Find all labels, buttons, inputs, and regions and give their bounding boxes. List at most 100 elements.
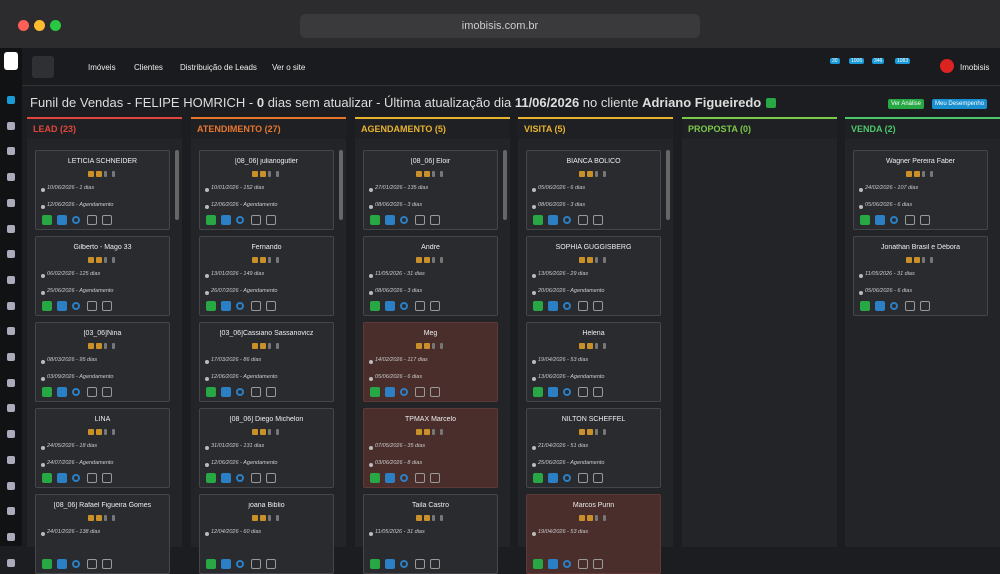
lead-card[interactable]: SOPHIA GUGGISBERG 13/05/2026 - 29 dias 20/… bbox=[526, 236, 661, 316]
sidebar-icon[interactable] bbox=[7, 558, 15, 567]
action-button[interactable] bbox=[72, 560, 80, 568]
nav-badge[interactable]: 1006 bbox=[849, 58, 865, 64]
lead-card[interactable]: Meg 14/02/2026 - 117 dias 05/06/2026 - 6 d… bbox=[363, 322, 498, 402]
sidebar-icon[interactable] bbox=[7, 147, 15, 156]
lead-card[interactable]: TPMAX Marcelo 07/05/2026 - 35 dias 03/06/2… bbox=[363, 408, 498, 488]
lead-card[interactable]: BIANCA BOLICO 05/06/2026 - 6 dias 08/06/20… bbox=[526, 150, 661, 230]
action-button[interactable] bbox=[385, 473, 395, 483]
lead-card[interactable]: NILTON SCHEFFEL 21/04/2026 - 51 dias 25/06… bbox=[526, 408, 661, 488]
action-button[interactable] bbox=[430, 301, 440, 311]
close[interactable] bbox=[18, 20, 29, 31]
action-button[interactable] bbox=[206, 559, 216, 569]
action-button[interactable] bbox=[266, 301, 276, 311]
action-button[interactable] bbox=[400, 388, 408, 396]
lead-card[interactable]: Gilberto - Mago 33 06/02/2026 - 125 dias 2… bbox=[35, 236, 170, 316]
action-button[interactable] bbox=[42, 301, 52, 311]
nav-item[interactable]: Distribuição de Leads bbox=[180, 63, 257, 72]
minimize[interactable] bbox=[34, 20, 45, 31]
action-button[interactable] bbox=[385, 559, 395, 569]
action-button[interactable] bbox=[533, 473, 543, 483]
lead-card[interactable]: joana Biblio 12/04/2026 - 60 dias bbox=[199, 494, 334, 574]
action-button[interactable] bbox=[593, 301, 603, 311]
action-button[interactable] bbox=[548, 559, 558, 569]
action-button[interactable] bbox=[578, 559, 588, 569]
action-button[interactable] bbox=[251, 387, 261, 397]
action-button[interactable] bbox=[266, 473, 276, 483]
action-button[interactable] bbox=[548, 301, 558, 311]
action-button[interactable] bbox=[905, 301, 915, 311]
lead-card[interactable]: [08_06] Rafael Figueira Gomes 24/01/2026 … bbox=[35, 494, 170, 574]
action-button[interactable] bbox=[236, 302, 244, 310]
action-button[interactable] bbox=[563, 388, 571, 396]
action-button[interactable] bbox=[72, 388, 80, 396]
sidebar-icon[interactable] bbox=[7, 430, 15, 439]
sidebar-icon[interactable] bbox=[7, 353, 15, 361]
sidebar-icon[interactable] bbox=[7, 481, 15, 490]
action-button[interactable] bbox=[236, 560, 244, 568]
action-button[interactable] bbox=[385, 301, 395, 311]
action-button[interactable] bbox=[57, 301, 67, 311]
filter-icon[interactable] bbox=[766, 98, 777, 108]
sidebar-icon[interactable] bbox=[7, 96, 15, 104]
sidebar-icon[interactable] bbox=[7, 198, 15, 207]
action-button[interactable] bbox=[563, 302, 571, 310]
lead-card[interactable]: [08_06] julianogutler 10/01/2026 - 152 di… bbox=[199, 150, 334, 230]
action-button[interactable] bbox=[415, 387, 425, 397]
action-button[interactable] bbox=[578, 473, 588, 483]
action-button[interactable] bbox=[72, 216, 80, 224]
action-button[interactable] bbox=[102, 473, 112, 483]
action-button[interactable] bbox=[875, 215, 885, 225]
sidebar-icon[interactable] bbox=[7, 250, 15, 259]
action-button[interactable] bbox=[251, 473, 261, 483]
action-button[interactable] bbox=[251, 559, 261, 569]
action-button[interactable] bbox=[533, 559, 543, 569]
action-button[interactable] bbox=[890, 302, 898, 310]
action-button[interactable] bbox=[251, 215, 261, 225]
lead-card[interactable]: [08_06] Eloir 27/01/2026 - 135 dias 08/06/… bbox=[363, 150, 498, 230]
action-button[interactable] bbox=[266, 387, 276, 397]
action-button[interactable] bbox=[221, 559, 231, 569]
action-button[interactable] bbox=[87, 301, 97, 311]
sidebar-icon[interactable] bbox=[7, 275, 15, 284]
action-button[interactable] bbox=[57, 387, 67, 397]
action-button[interactable] bbox=[920, 301, 930, 311]
action-button[interactable] bbox=[400, 302, 408, 310]
action-button[interactable] bbox=[400, 216, 408, 224]
action-button[interactable] bbox=[206, 301, 216, 311]
action-button[interactable] bbox=[578, 301, 588, 311]
sidebar-icon[interactable] bbox=[7, 507, 15, 516]
sidebar-icon[interactable] bbox=[7, 404, 15, 413]
action-button[interactable] bbox=[430, 559, 440, 569]
sidebar-icon[interactable] bbox=[7, 224, 15, 233]
action-button[interactable] bbox=[57, 215, 67, 225]
action-button[interactable] bbox=[266, 559, 276, 569]
sidebar-icon[interactable] bbox=[7, 378, 15, 387]
lead-card[interactable]: [08_06] Diego Michelon 31/01/2026 - 131 d… bbox=[199, 408, 334, 488]
lead-card[interactable]: Jonathan Brasil e Débora 11/05/2026 - 31 … bbox=[853, 236, 988, 316]
logo[interactable] bbox=[4, 52, 18, 70]
action-button[interactable] bbox=[221, 387, 231, 397]
action-button[interactable] bbox=[370, 215, 380, 225]
sidebar-icon[interactable] bbox=[7, 327, 15, 336]
action-button[interactable] bbox=[593, 473, 603, 483]
action-button[interactable] bbox=[920, 215, 930, 225]
action-button[interactable] bbox=[236, 474, 244, 482]
button[interactable]: Ver Análise bbox=[888, 99, 925, 109]
lead-card[interactable]: Andre 11/05/2026 - 31 dias 08/06/2026 - 3 … bbox=[363, 236, 498, 316]
action-button[interactable] bbox=[370, 559, 380, 569]
action-button[interactable] bbox=[87, 559, 97, 569]
action-button[interactable] bbox=[415, 301, 425, 311]
button[interactable]: Meu Desempenho bbox=[932, 99, 988, 109]
action-button[interactable] bbox=[87, 387, 97, 397]
maximize[interactable] bbox=[50, 20, 61, 31]
menu-button[interactable] bbox=[32, 56, 54, 78]
action-button[interactable] bbox=[385, 387, 395, 397]
nav-item[interactable]: Imóveis bbox=[88, 63, 116, 72]
action-button[interactable] bbox=[860, 215, 870, 225]
sidebar-icon[interactable] bbox=[7, 173, 15, 182]
nav-badge[interactable]: 346 bbox=[872, 58, 885, 64]
action-button[interactable] bbox=[415, 215, 425, 225]
action-button[interactable] bbox=[533, 387, 543, 397]
action-button[interactable] bbox=[370, 301, 380, 311]
action-button[interactable] bbox=[548, 215, 558, 225]
